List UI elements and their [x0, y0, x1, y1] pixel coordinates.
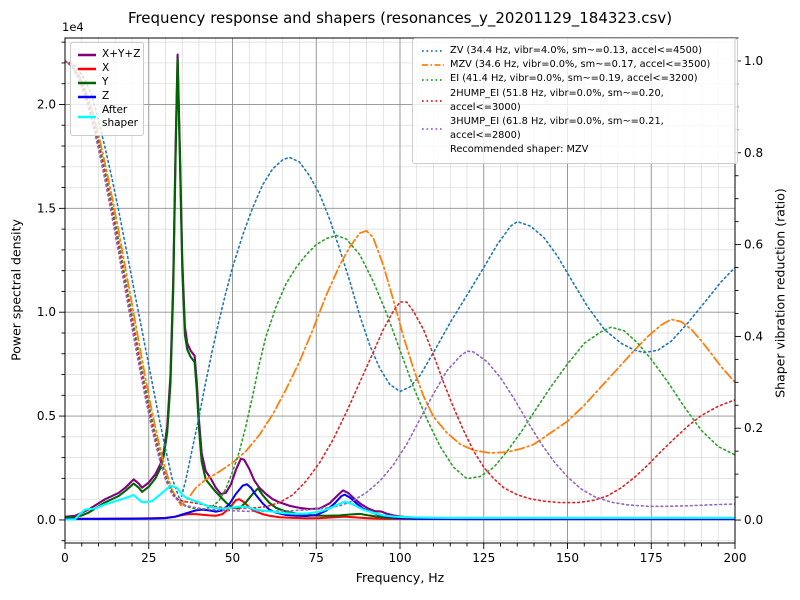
- svg-text:1.0: 1.0: [744, 54, 763, 68]
- legend-item: X: [77, 62, 137, 75]
- legend-item-label: 3HUMP_EI (61.8 Hz, vibr=0.0%, sm~=0.21, …: [450, 116, 664, 142]
- svg-text:0.4: 0.4: [744, 329, 763, 343]
- legend-line-sample: [422, 99, 444, 102]
- legend-item: Y: [77, 76, 137, 89]
- svg-text:0.8: 0.8: [744, 146, 763, 160]
- svg-text:2.0: 2.0: [37, 97, 56, 111]
- legend-item-label: X: [102, 62, 110, 74]
- svg-text:50: 50: [225, 551, 240, 565]
- svg-text:125: 125: [472, 551, 495, 565]
- legend-item-label: Y: [102, 76, 109, 88]
- svg-text:75: 75: [309, 551, 324, 565]
- svg-text:150: 150: [556, 551, 579, 565]
- legend-item-label: X+Y+Z: [102, 48, 141, 60]
- legend-item: X+Y+Z: [77, 48, 141, 61]
- legend-item: After shaper: [77, 104, 139, 130]
- legend-line-sample: [422, 64, 444, 67]
- legend-item-label: ZV (34.4 Hz, vibr=4.0%, sm~=0.13, accel<…: [450, 45, 702, 56]
- legend-item-label: EI (41.4 Hz, vibr=0.0%, sm~=0.19, accel<…: [450, 73, 698, 85]
- legend-item-label: After shaper: [102, 104, 139, 129]
- svg-text:100: 100: [389, 551, 412, 565]
- legend-item: ZV (34.4 Hz, vibr=4.0%, sm~=0.13, accel<…: [421, 44, 729, 58]
- legend-shapers: ZV (34.4 Hz, vibr=4.0%, sm~=0.13, accel<…: [412, 38, 738, 164]
- legend-line-sample: [78, 95, 96, 98]
- legend-line-sample: [78, 67, 96, 70]
- legend-item: 2HUMP_EI (51.8 Hz, vibr=0.0%, sm~=0.20, …: [421, 87, 729, 115]
- svg-text:0.0: 0.0: [744, 513, 763, 527]
- legend-line-sample: [78, 53, 96, 56]
- svg-text:0.6: 0.6: [744, 238, 763, 252]
- svg-text:25: 25: [141, 551, 156, 565]
- svg-text:1.0: 1.0: [37, 305, 56, 319]
- svg-text:0.5: 0.5: [37, 409, 56, 423]
- legend-item: 3HUMP_EI (61.8 Hz, vibr=0.0%, sm~=0.21, …: [421, 115, 729, 143]
- legend-item-label: Z: [102, 90, 110, 102]
- chart-title: Frequency response and shapers (resonanc…: [127, 9, 673, 27]
- legend-item: Z: [77, 90, 137, 103]
- legend-line-sample: [422, 50, 444, 52]
- svg-text:200: 200: [724, 551, 747, 565]
- legend-line-sample: [78, 115, 96, 119]
- svg-text:0.0: 0.0: [37, 513, 56, 527]
- legend-item-label: MZV (34.6 Hz, vibr=0.0%, sm~=0.17, accel…: [450, 59, 711, 71]
- legend-psd: X+Y+Z X Y Z After shaper: [70, 42, 144, 136]
- legend-line-sample: [422, 78, 444, 81]
- svg-text:0: 0: [61, 551, 69, 565]
- legend-item: EI (41.4 Hz, vibr=0.0%, sm~=0.19, accel<…: [421, 72, 729, 86]
- x-axis-label: Frequency, Hz: [355, 570, 445, 585]
- legend-line-sample: [422, 128, 444, 131]
- legend-line-sample: [78, 81, 96, 84]
- svg-text:175: 175: [640, 551, 663, 565]
- svg-text:1.5: 1.5: [37, 201, 56, 215]
- y-axis-offset-label: 1e4: [62, 20, 84, 34]
- legend-item-label: 2HUMP_EI (51.8 Hz, vibr=0.0%, sm~=0.20, …: [450, 87, 664, 113]
- svg-text:0.2: 0.2: [744, 421, 763, 435]
- recommended-shaper-note: Recommended shaper: MZV: [450, 144, 589, 156]
- legend-item: MZV (34.6 Hz, vibr=0.0%, sm~=0.17, accel…: [421, 58, 729, 72]
